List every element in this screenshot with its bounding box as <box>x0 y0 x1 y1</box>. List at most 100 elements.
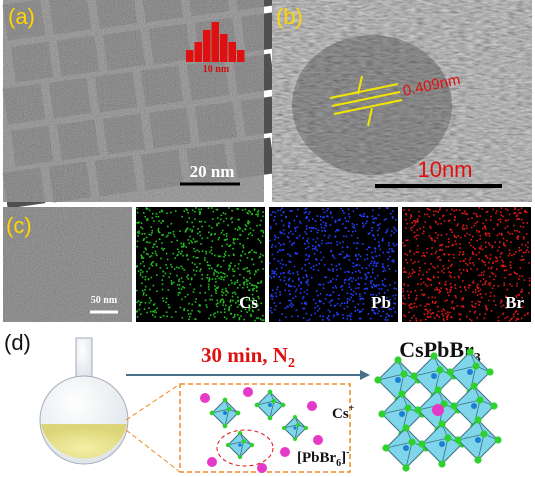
map-dot <box>207 286 210 288</box>
map-dot <box>246 283 249 286</box>
map-dot <box>318 262 320 265</box>
map-dot <box>261 235 264 237</box>
map-dot <box>394 294 397 296</box>
map-dot <box>307 246 310 248</box>
map-dot <box>336 241 339 243</box>
map-dot <box>306 216 309 219</box>
map-dot <box>381 263 384 265</box>
map-dot <box>322 216 324 219</box>
map-dot <box>144 302 147 304</box>
map-dot <box>289 210 291 212</box>
map-dot <box>193 288 196 291</box>
map-dot <box>500 207 503 209</box>
map-dot <box>256 286 258 288</box>
map-dot <box>355 247 358 250</box>
map-dot <box>189 228 192 231</box>
map-dot <box>482 222 485 225</box>
map-dot <box>236 228 239 231</box>
map-dot <box>166 212 168 215</box>
map-dot <box>195 257 197 259</box>
map-dot <box>231 221 233 224</box>
map-dot <box>409 275 412 277</box>
map-dot <box>239 234 241 236</box>
map-dot <box>257 215 259 217</box>
map-dot <box>195 298 198 300</box>
map-dot <box>305 312 308 315</box>
map-dot <box>288 277 291 280</box>
map-dot <box>179 306 182 309</box>
map-dot <box>233 283 236 285</box>
map-dot <box>325 222 327 225</box>
map-dot <box>154 315 156 318</box>
zoom-line <box>125 429 181 473</box>
map-dot <box>500 214 503 216</box>
map-dot <box>221 298 223 301</box>
map-dot <box>446 316 448 319</box>
map-dot <box>273 272 276 275</box>
map-dot <box>428 235 431 237</box>
map-dot <box>508 249 511 251</box>
map-dot <box>194 263 196 266</box>
map-dot <box>517 238 519 240</box>
map-dot <box>305 228 308 230</box>
map-dot <box>249 211 252 213</box>
map-dot <box>151 229 154 232</box>
map-dot <box>236 281 239 284</box>
map-dot <box>450 213 452 216</box>
map-dot <box>440 222 442 225</box>
map-dot <box>521 243 523 246</box>
br-atom <box>430 352 438 360</box>
map-dot <box>390 234 393 237</box>
map-dot <box>230 218 232 220</box>
map-dot <box>422 273 424 276</box>
map-dot <box>479 247 482 250</box>
map-dot <box>429 279 432 281</box>
map-dot <box>360 310 362 313</box>
map-dot <box>460 290 462 293</box>
map-dot <box>220 290 223 293</box>
map-dot <box>262 268 265 270</box>
map-dot <box>348 271 350 273</box>
map-dot <box>252 229 255 232</box>
map-dot <box>322 315 324 318</box>
map-dot <box>208 267 211 270</box>
map-dot <box>492 228 495 230</box>
map-dot <box>242 268 245 271</box>
map-dot <box>291 210 293 212</box>
map-dot <box>136 211 139 214</box>
map-dot <box>485 246 487 249</box>
map-dot <box>283 233 286 235</box>
map-dot <box>345 227 347 229</box>
map-dot <box>394 311 397 313</box>
map-dot <box>457 235 460 237</box>
map-dot <box>198 211 201 213</box>
map-dot <box>216 271 218 273</box>
map-dot <box>457 223 459 225</box>
map-dot <box>374 312 376 315</box>
arrow-head <box>360 370 370 380</box>
map-dot <box>146 241 148 243</box>
map-dot <box>395 219 397 221</box>
map-dot <box>501 265 504 268</box>
map-dot <box>377 224 379 226</box>
map-dot <box>168 276 170 278</box>
map-dot <box>273 219 275 221</box>
map-dot <box>471 300 473 303</box>
map-dot <box>394 297 396 300</box>
map-dot <box>246 256 249 259</box>
map-dot <box>391 260 393 263</box>
map-dot <box>304 208 307 210</box>
map-dot <box>484 233 487 235</box>
map-dot <box>494 275 497 277</box>
map-dot <box>228 245 230 248</box>
map-dot <box>469 262 471 264</box>
map-dot <box>341 250 344 253</box>
map-dot <box>159 316 162 319</box>
map-dot <box>413 314 415 317</box>
map-dot <box>481 284 484 286</box>
map-dot <box>441 270 443 272</box>
map-dot <box>513 315 515 318</box>
map-dot <box>138 232 141 235</box>
map-dot <box>209 251 211 254</box>
map-dot <box>403 267 406 270</box>
